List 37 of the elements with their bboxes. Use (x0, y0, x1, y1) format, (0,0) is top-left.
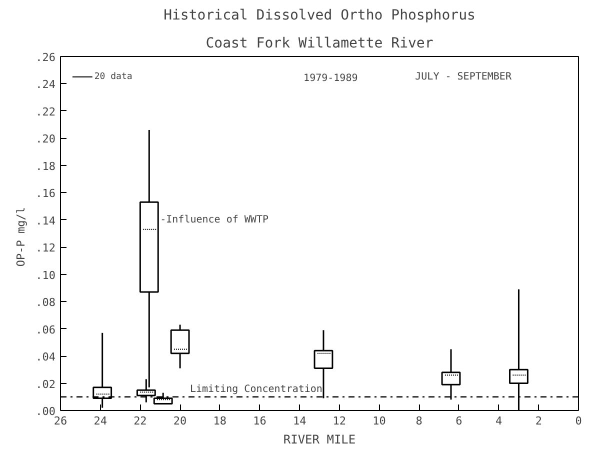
y-tick-label: .26 (36, 51, 56, 64)
y-tick-label: .16 (36, 187, 56, 200)
x-tick-label: 4 (495, 414, 502, 428)
ref-line-label: Limiting Concentration (190, 384, 322, 395)
annotation: 1979-1989 (304, 72, 358, 84)
y-tick-label: .12 (36, 242, 56, 255)
annotation: JULY - SEPTEMBER (415, 71, 512, 82)
y-tick-label: .00 (36, 405, 56, 418)
y-tick-label: .06 (36, 323, 56, 336)
y-tick-label: .22 (36, 105, 56, 118)
x-tick-label: 16 (253, 414, 266, 428)
y-tick-label: .04 (36, 350, 56, 364)
chart-title: Historical Dissolved Ortho Phosphorus (164, 8, 476, 24)
y-tick-label: .08 (36, 296, 56, 310)
x-tick-label: 0 (575, 414, 582, 428)
x-tick-label: 24 (94, 414, 108, 428)
y-tick-label: .18 (36, 160, 56, 173)
chart-subtitle: Coast Fork Willamette River (206, 36, 434, 52)
y-tick-label: .24 (36, 78, 56, 92)
x-tick-label: 10 (372, 414, 386, 428)
x-tick-label: 18 (213, 414, 227, 428)
y-tick-label: .02 (36, 378, 56, 391)
y-tick-label: .14 (36, 214, 56, 228)
y-tick-label: .10 (36, 268, 56, 282)
x-tick-label: 20 (173, 414, 187, 428)
x-tick-label: 6 (456, 414, 462, 428)
y-tick-label: .20 (36, 132, 56, 146)
x-tick-label: 22 (134, 414, 147, 428)
annotation: 20 data (94, 72, 132, 82)
x-axis-title: RIVER MILE (283, 432, 356, 446)
x-tick-label: 8 (416, 414, 422, 428)
x-tick-label: 12 (332, 414, 346, 428)
x-tick-label: 2 (535, 414, 542, 428)
annotation: -Influence of WWTP (160, 214, 268, 226)
x-tick-label: 26 (54, 414, 68, 428)
x-tick-label: 14 (292, 414, 307, 428)
y-axis-title: OP-P mg/l (14, 207, 28, 267)
